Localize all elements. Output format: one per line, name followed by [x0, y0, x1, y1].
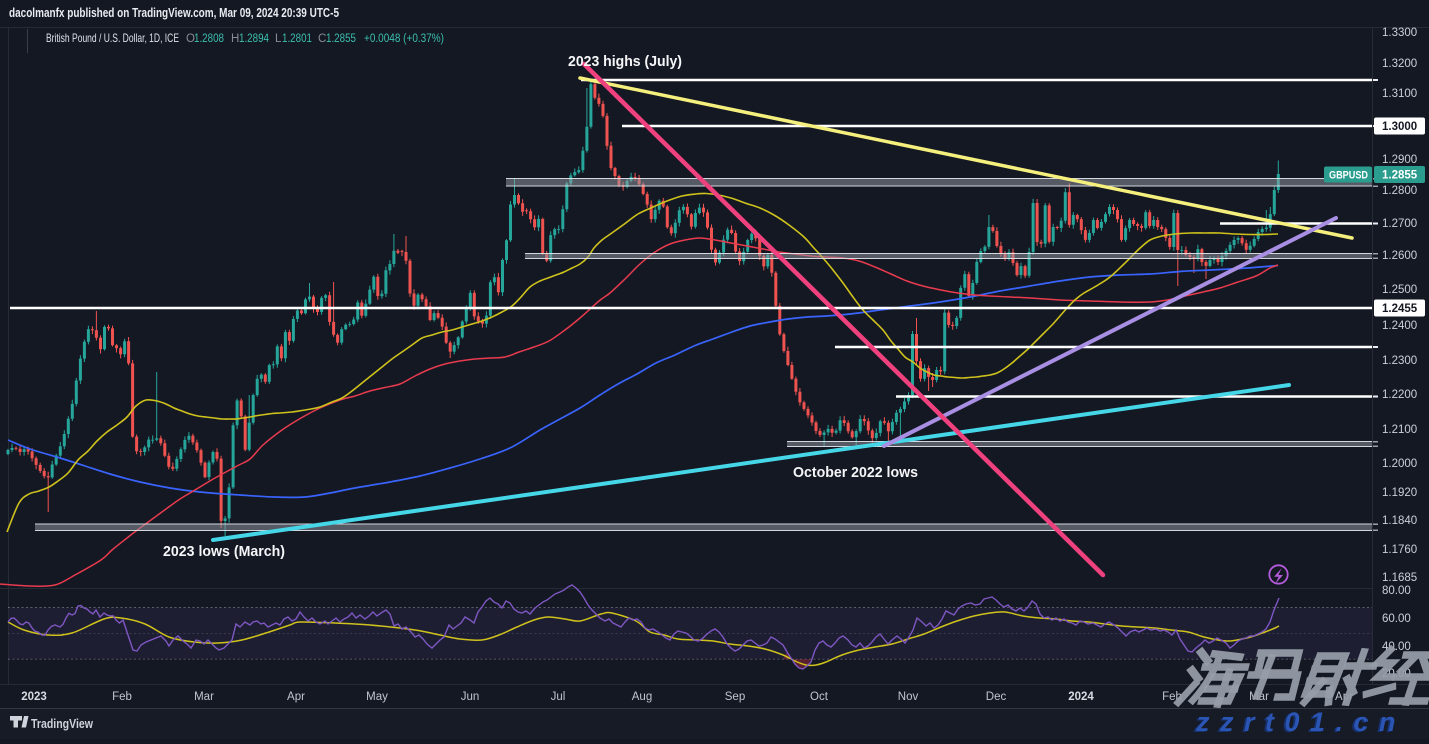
svg-text:2024: 2024: [1068, 691, 1094, 703]
svg-text:Sep: Sep: [725, 691, 745, 703]
svg-text:1.2600: 1.2600: [1382, 250, 1417, 262]
svg-text:60.00: 60.00: [1382, 613, 1411, 625]
svg-text:2023: 2023: [21, 691, 47, 703]
svg-text:O: O: [186, 33, 195, 45]
svg-text:H: H: [231, 33, 239, 45]
svg-text:British Pound / U.S. Dollar, 1: British Pound / U.S. Dollar, 1D, ICE: [46, 31, 179, 45]
svg-text:Feb: Feb: [112, 691, 132, 703]
svg-text:1.3300: 1.3300: [1382, 27, 1417, 39]
svg-text:1.2500: 1.2500: [1382, 284, 1417, 296]
svg-text:1.2855: 1.2855: [1382, 170, 1418, 182]
svg-text:Mar: Mar: [194, 691, 214, 703]
svg-text:Aug: Aug: [632, 691, 652, 703]
svg-text:1.1840: 1.1840: [1382, 515, 1417, 527]
svg-text:Nov: Nov: [898, 691, 919, 703]
svg-text:Jun: Jun: [461, 691, 480, 703]
svg-text:80.00: 80.00: [1382, 585, 1411, 597]
svg-text:C: C: [318, 33, 326, 45]
svg-text:2023 highs (July): 2023 highs (July): [568, 53, 682, 70]
svg-text:1.2800: 1.2800: [1382, 185, 1417, 197]
svg-text:L: L: [275, 33, 282, 45]
svg-text:1.1760: 1.1760: [1382, 544, 1417, 556]
svg-text:Apr: Apr: [287, 691, 305, 703]
svg-text:1.2700: 1.2700: [1382, 218, 1417, 230]
svg-text:1.2801: 1.2801: [282, 33, 312, 45]
svg-text:1.2100: 1.2100: [1382, 424, 1417, 436]
svg-text:1.2894: 1.2894: [239, 33, 270, 45]
svg-text:1.2808: 1.2808: [194, 33, 224, 45]
svg-text:+0.0048 (+0.37%): +0.0048 (+0.37%): [364, 33, 444, 45]
svg-text:1.2855: 1.2855: [326, 33, 356, 45]
svg-text:zzrt01.cn: zzrt01.cn: [1195, 707, 1406, 737]
svg-text:1.3100: 1.3100: [1382, 88, 1417, 100]
svg-text:May: May: [366, 691, 388, 703]
svg-text:1.1920: 1.1920: [1382, 487, 1417, 499]
svg-text:2023 lows (March): 2023 lows (March): [163, 543, 285, 560]
svg-text:1.2900: 1.2900: [1382, 154, 1417, 166]
svg-text:1.2400: 1.2400: [1382, 320, 1417, 332]
svg-text:1.1685: 1.1685: [1382, 572, 1417, 584]
svg-text:zzrt01.cn: zzrt01.cn: [1193, 708, 1404, 738]
svg-text:Jul: Jul: [551, 691, 566, 703]
svg-text:1.3000: 1.3000: [1382, 121, 1417, 133]
svg-text:dacolmanfx published on Tradin: dacolmanfx published on TradingView.com,…: [9, 6, 339, 20]
svg-text:1.2455: 1.2455: [1382, 303, 1418, 315]
svg-text:Dec: Dec: [986, 691, 1007, 703]
svg-text:1.2000: 1.2000: [1382, 458, 1417, 470]
svg-text:Oct: Oct: [810, 691, 829, 703]
svg-text:TradingView: TradingView: [31, 717, 93, 731]
svg-text:GBPUSD: GBPUSD: [1329, 170, 1368, 182]
svg-text:October 2022 lows: October 2022 lows: [793, 464, 918, 481]
svg-text:1.2200: 1.2200: [1382, 389, 1417, 401]
svg-text:1.2300: 1.2300: [1382, 355, 1417, 367]
svg-text:1.3200: 1.3200: [1382, 58, 1417, 70]
